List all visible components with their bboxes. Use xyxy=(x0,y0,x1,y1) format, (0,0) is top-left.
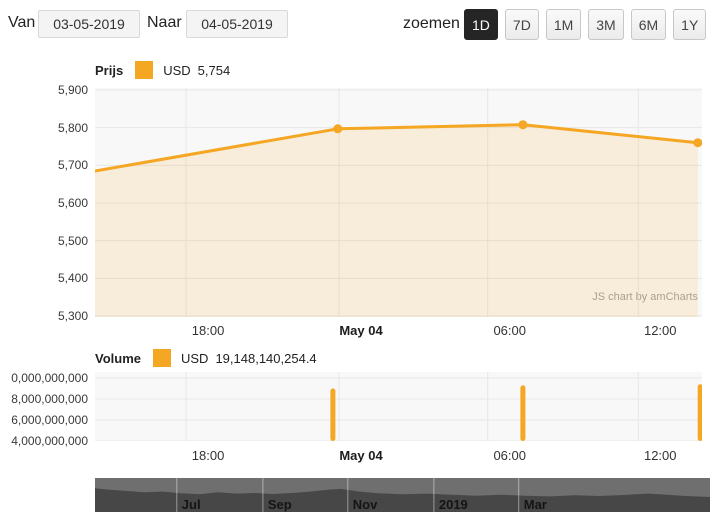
price-axis-y-label: 5,800 xyxy=(57,120,88,135)
navigator-axis-label: Jul xyxy=(181,497,201,512)
price-chart-plot[interactable]: JS chart by amCharts xyxy=(95,88,702,317)
navigator-silhouette xyxy=(95,488,710,512)
price-axis-x-label: 18:00 xyxy=(191,323,225,338)
volume-chart-plot[interactable] xyxy=(95,372,702,441)
volume-axis-y-label: 6,000,000,000 xyxy=(11,413,88,427)
price-legend-swatch xyxy=(135,61,154,79)
price-area xyxy=(95,124,698,317)
price-legend-title: Prijs xyxy=(95,62,124,78)
volume-legend-swatch xyxy=(153,349,171,367)
price-bullet xyxy=(693,138,702,148)
zoom-button-1y[interactable]: 1Y xyxy=(673,9,707,40)
to-date-input[interactable] xyxy=(186,10,288,38)
zoom-button-7d[interactable]: 7D xyxy=(504,9,539,40)
volume-axis-x-label: 06:00 xyxy=(493,448,526,463)
zoom-label: zoemen xyxy=(403,15,460,32)
price-axis-x-label: 12:00 xyxy=(643,323,677,338)
volume-axis-x-label: May 04 xyxy=(339,448,383,463)
price-axis-y-label: 5,600 xyxy=(57,196,88,210)
volume-axis-y-label: 8,000,000,000 xyxy=(11,392,88,406)
navigator-axis-label: 2019 xyxy=(438,497,468,512)
from-date-label: Van xyxy=(8,14,36,31)
volume-chart-canvas xyxy=(95,372,702,441)
zoom-button-1d[interactable]: 1D xyxy=(464,9,498,40)
amcharts-watermark: JS chart by amCharts xyxy=(592,291,698,303)
price-axis-y-label: 5,400 xyxy=(57,271,88,286)
zoom-button-1m[interactable]: 1M xyxy=(545,9,582,40)
volume-legend-title: Volume xyxy=(95,350,141,366)
volume-axis-x-label: 18:00 xyxy=(191,448,225,463)
price-axis-y-label: 5,500 xyxy=(57,233,88,248)
to-date-label: Naar xyxy=(147,14,182,31)
volume-axis-x-label: 12:00 xyxy=(643,448,677,463)
volume-axis-y-label: 4,000,000,000 xyxy=(11,434,88,448)
period-scrollbar[interactable]: Jul Sep Nov 2019 Mar xyxy=(95,478,710,512)
navigator-axis-label: Sep xyxy=(267,497,292,512)
navigator-canvas xyxy=(95,478,710,512)
price-bullet xyxy=(333,124,343,134)
navigator-axis-label: Mar xyxy=(523,497,547,512)
zoom-button-group: 1D 7D 1M 3M 6M 1Y xyxy=(464,9,707,40)
volume-legend: Volume USD 19,148,140,254.4 xyxy=(95,349,317,367)
price-legend: Prijs USD 5,754 xyxy=(95,61,230,79)
navigator-axis-label: Nov xyxy=(352,497,378,512)
zoom-button-3m[interactable]: 3M xyxy=(588,9,624,40)
volume-axis-y-label: 0,000,000,000 xyxy=(11,371,88,385)
price-legend-series: USD xyxy=(163,62,191,78)
price-bullet xyxy=(518,120,528,130)
volume-legend-series: USD xyxy=(181,350,209,366)
price-axis-y-label: 5,300 xyxy=(57,309,88,323)
price-chart-canvas xyxy=(95,88,702,317)
price-axis-x-label: May 04 xyxy=(339,323,383,338)
price-line xyxy=(95,123,698,173)
volume-legend-value: 19,148,140,254.4 xyxy=(215,350,317,366)
zoom-button-6m[interactable]: 6M xyxy=(630,9,667,40)
price-axis-y-label: 5,700 xyxy=(57,158,88,173)
from-date-input[interactable] xyxy=(38,10,140,38)
price-axis-y-label: 5,900 xyxy=(57,83,88,97)
price-axis-x-label: 06:00 xyxy=(493,323,526,338)
price-legend-value: 5,754 xyxy=(197,62,231,78)
